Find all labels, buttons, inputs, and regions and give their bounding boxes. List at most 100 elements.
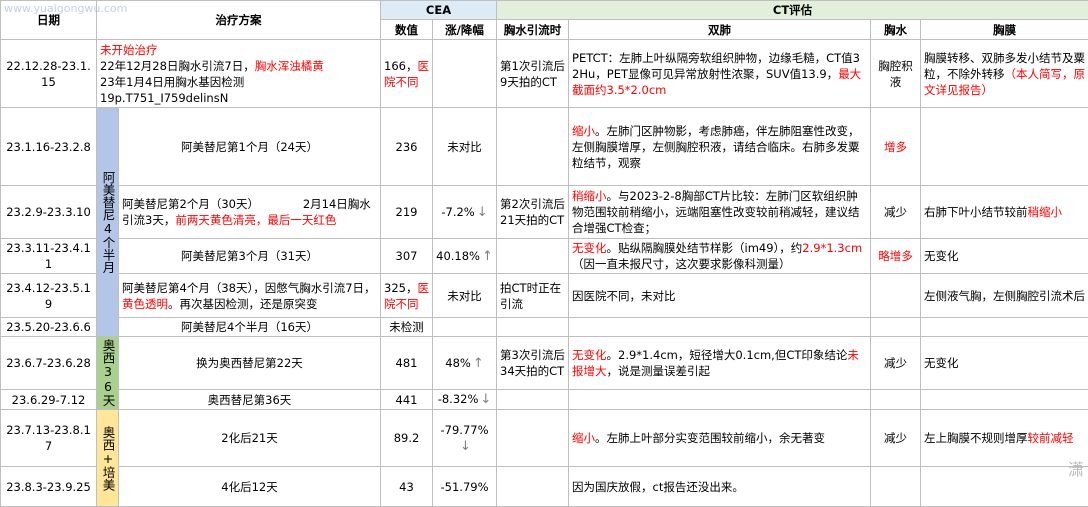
cea-cell: 481 — [381, 337, 433, 390]
text-run: 稍缩小 — [572, 189, 607, 203]
cea-cell: 未检测 — [381, 318, 433, 337]
pleura-cell — [921, 318, 1088, 337]
drain-cell — [497, 318, 569, 337]
text-run: 。左肺门区肿物影，考虑肺癌，伴左肺阻塞性改变，左侧胸膜增厚，左侧胸腔积液，请结合… — [572, 124, 860, 170]
text-run: 2.9*1.3cm — [802, 241, 862, 255]
text-run: 。与2023-2-8胸部CT片比较：左肺门区软组织肿物范围较前稍缩小，远端阻塞性… — [572, 189, 860, 235]
effusion-cell: 胸腔积液 — [871, 40, 921, 108]
text-run: （因一直未报尺寸，这次要求影像科测量） — [572, 257, 791, 271]
treatment-cell: 奥西替尼第36天 — [119, 390, 381, 410]
header-cell: 胸水引流时 — [497, 20, 569, 40]
date-cell: 23.2.9-23.3.10 — [1, 186, 97, 239]
lungs-cell: 无变化。2.9*1.4cm，短径增大0.1cm,但CT印象结论未报增大，说是测量… — [569, 337, 871, 390]
pleura-cell: 右肺下叶小结节较前稍缩小 — [921, 186, 1088, 239]
lungs-cell: 因医院不同，未对比 — [569, 274, 871, 318]
pleura-cell: 左上胸膜不规则增厚较前减轻 — [921, 410, 1088, 467]
text-run: 166， — [384, 59, 417, 73]
effusion-cell: 增多 — [871, 108, 921, 186]
drain-cell — [497, 467, 569, 507]
change-cell: 40.18%↑ — [433, 239, 497, 274]
trend-arrow: ↑ — [473, 356, 484, 371]
text-run: 23年1月4日用胸水基因检测 19p.T751_I759delinsN — [100, 75, 244, 105]
drain-cell: 拍CT时正在引流 — [497, 274, 569, 318]
trend-arrow: ↓ — [480, 392, 491, 407]
cea-cell: 236 — [381, 108, 433, 186]
text-run: 无变化 — [572, 348, 607, 362]
cea-cell: 441 — [381, 390, 433, 410]
change-text: 40.18% — [436, 249, 480, 263]
change-cell — [433, 318, 497, 337]
text-run: 右肺下叶小结节较前 — [924, 205, 1028, 219]
date-cell: 23.3.11-23.4.11 — [1, 239, 97, 274]
date-cell: 23.6.29-7.12 — [1, 390, 97, 410]
text-run: 325， — [384, 281, 417, 295]
pleura-cell: 无变化 — [921, 337, 1088, 390]
effusion-cell — [871, 274, 921, 318]
treatment-cell: 换为奥西替尼第22天 — [119, 337, 381, 390]
header-cell: 治疗方案 — [97, 1, 381, 40]
text-run: 左上胸膜不规则增厚 — [924, 431, 1028, 445]
date-cell: 22.12.28-23.1.15 — [1, 40, 97, 108]
text-run: 略增多 — [878, 249, 913, 263]
effusion-cell — [871, 467, 921, 507]
change-cell — [433, 40, 497, 108]
treatment-cell: 阿美替尼第4个月（38天），因憋气胸水引流7日，黄色透明。再次基因检测，还是原突… — [119, 274, 381, 318]
header-cell: CEA — [381, 1, 497, 20]
pleura-cell: 胸膜转移、双肺多发小结节及粟粒，不除外转移（本人简写，原文详见报告） — [921, 40, 1088, 108]
date-cell: 23.8.3-23.9.25 — [1, 467, 97, 507]
header-cell: 数值 — [381, 20, 433, 40]
header-cell: 涨/降幅 — [433, 20, 497, 40]
lungs-cell — [569, 318, 871, 337]
lungs-cell — [569, 390, 871, 410]
change-text: 未对比 — [447, 140, 482, 154]
change-cell: 48%↑ — [433, 337, 497, 390]
pleura-cell — [921, 108, 1088, 186]
lungs-cell: 缩小。左肺门区肿物影，考虑肺癌，伴左肺阻塞性改变，左侧胸膜增厚，左侧胸腔积液，请… — [569, 108, 871, 186]
header-cell: CT评估 — [497, 1, 1088, 20]
text-run: ，说是测量误差引起 — [607, 364, 711, 378]
change-text: -79.77% — [441, 423, 489, 437]
change-cell: 未对比 — [433, 108, 497, 186]
text-run: 。左肺上叶部分实变范围较前缩小，余无著变 — [595, 431, 825, 445]
treatment-cell: 阿美替尼第3个月（31天） — [119, 239, 381, 274]
drain-cell: 第3次引流后34天拍的CT — [497, 337, 569, 390]
drain-cell — [497, 239, 569, 274]
effusion-cell: 减少 — [871, 410, 921, 467]
text-run: 黄色透明 — [122, 297, 168, 311]
change-cell: -79.77% ↓ — [433, 410, 497, 467]
effusion-cell — [871, 318, 921, 337]
date-cell: 23.5.20-23.6.6 — [1, 318, 97, 337]
change-cell: 未对比 — [433, 274, 497, 318]
treatment-cell: 阿美替尼第2个月（30天） 2月14日胸水引流3天，前两天黄色清亮，最后一天红色 — [119, 186, 381, 239]
lungs-cell: 无变化。贴纵隔胸膜处结节样影（im49），约2.9*1.3cm（因一直未报尺寸，… — [569, 239, 871, 274]
group-cell: 奥西36天 — [97, 337, 119, 410]
text-run: 缩小 — [572, 431, 595, 445]
cea-cell: 89.2 — [381, 410, 433, 467]
text-run: 。2.9*1.4cm，短径增大0.1cm,但CT印象结论 — [607, 348, 848, 362]
drain-cell: 第1次引流后9天拍的CT — [497, 40, 569, 108]
text-run: 稍缩小 — [1028, 205, 1063, 219]
text-run: 前两天黄色清亮，最后一天红色 — [175, 213, 336, 227]
data-row: 23.4.12-23.5.19 阿美替尼第4个月（38天），因憋气胸水引流7日，黄… — [1, 274, 1088, 318]
change-text: -7.2% — [441, 205, 474, 219]
lungs-cell: 因为国庆放假，ct报告还没出来。 — [569, 467, 871, 507]
treatment-cell: 4化后12天 — [119, 467, 381, 507]
cea-cell: 43 — [381, 467, 433, 507]
date-cell: 23.7.13-23.8.17 — [1, 410, 97, 467]
text-run: 未开始治疗 — [100, 43, 158, 57]
date-cell: 23.1.16-23.2.8 — [1, 108, 97, 186]
trend-arrow: ↓ — [460, 439, 471, 454]
pleura-cell: 无变化 — [921, 239, 1088, 274]
watermark: www.yuaigongwu.com — [4, 2, 127, 15]
pleura-cell: 左侧液气胸，左侧胸腔引流术后 — [921, 274, 1088, 318]
date-cell: 23.4.12-23.5.19 — [1, 274, 97, 318]
cea-cell: 325，医院不同 — [381, 274, 433, 318]
drain-cell — [497, 108, 569, 186]
treatment-cell: 阿美替尼第1个月（24天） — [119, 108, 381, 186]
text-run: 22年12月28日胸水引流7日， — [100, 59, 255, 73]
